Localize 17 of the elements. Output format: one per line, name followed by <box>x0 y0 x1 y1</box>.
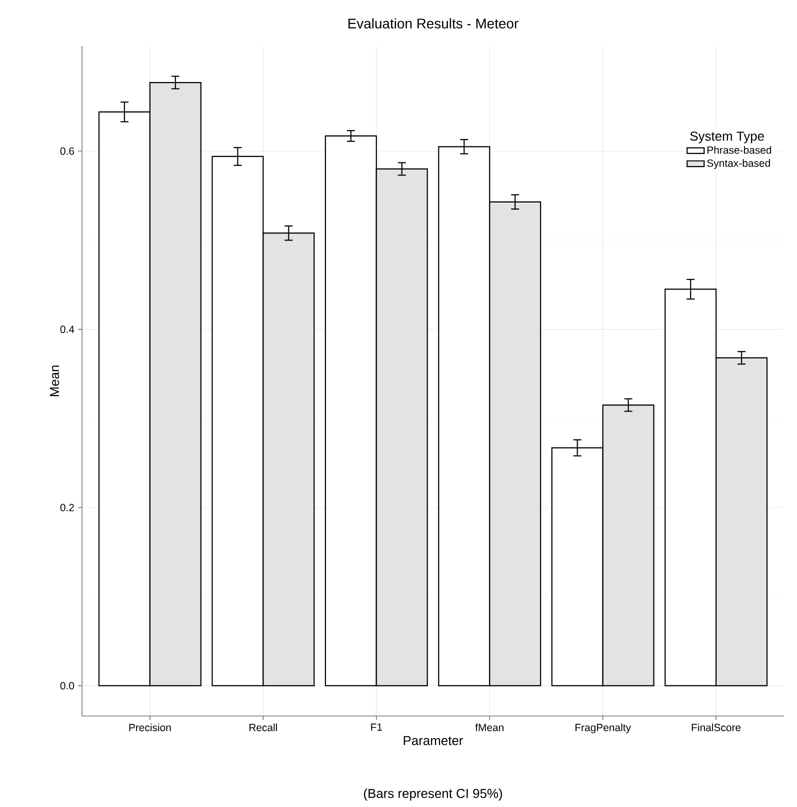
y-tick-label: 0.4 <box>60 326 74 334</box>
chart-title: Evaluation Results - Meteor <box>348 18 518 28</box>
y-tick-label: 0.2 <box>60 504 74 512</box>
legend-label: Phrase-based <box>708 146 772 154</box>
x-tick-label: FragPenalty <box>575 724 632 734</box>
legend-label: Syntax-based <box>707 159 770 169</box>
y-axis-title: Mean <box>50 366 60 396</box>
y-tick-label: 0.6 <box>60 147 74 155</box>
x-tick-label: FinalScore <box>692 724 741 732</box>
x-tick-label: F1 <box>371 724 382 731</box>
y-tick-label: 0.0 <box>60 682 74 690</box>
legend-title: System Type <box>690 132 764 144</box>
x-axis-title: Parameter <box>404 736 464 746</box>
x-tick-label: Precision <box>129 724 171 732</box>
x-tick-label: Recall <box>249 724 277 732</box>
text: (Bars represent CI 95%) <box>364 788 502 801</box>
x-tick-label: fMean <box>475 724 504 732</box>
